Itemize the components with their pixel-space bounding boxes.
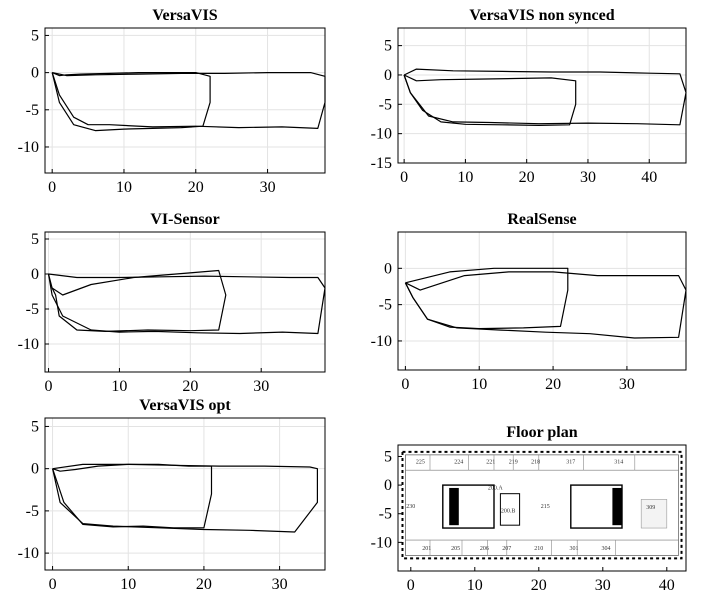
- room-label: 210: [534, 546, 543, 552]
- room-label: 219: [509, 459, 518, 465]
- panel-5: VersaVIS opt 0 10 20 30 5 0 -5 -10: [18, 397, 325, 593]
- y-tick-label: 0: [31, 65, 39, 82]
- x-tick-label: 40: [659, 577, 675, 594]
- y-tick-label: -10: [371, 126, 392, 143]
- plot-area: [398, 28, 686, 163]
- room-label: 200.A: [488, 486, 504, 492]
- room-label: 301: [570, 546, 579, 552]
- y-tick-label: -10: [18, 545, 39, 562]
- room-label: 314: [614, 459, 623, 465]
- x-tick-label: 10: [116, 179, 132, 196]
- panel-title: RealSense: [507, 211, 576, 228]
- y-tick-label: -15: [371, 155, 392, 172]
- x-tick-label: 0: [48, 179, 56, 196]
- x-tick-label: 10: [457, 169, 473, 186]
- panel-title: VI-Sensor: [150, 211, 219, 228]
- y-tick-label: 0: [384, 477, 392, 494]
- panel-6: Floor plan 225 224 221 219 218 317 314 230 215 309…: [371, 424, 686, 594]
- room-label: 221: [486, 459, 495, 465]
- room-label: 200.B: [501, 509, 516, 515]
- room-label: 218: [531, 459, 540, 465]
- y-tick-label: -10: [18, 336, 39, 353]
- plot-area: [45, 232, 325, 372]
- y-tick-label: -5: [26, 301, 39, 318]
- y-tick-label: 5: [31, 418, 39, 435]
- panel-3: VI-Sensor 0 10 20 30 5 0 -5 -10: [18, 211, 325, 395]
- room-label: 224: [454, 459, 463, 465]
- x-tick-label: 0: [49, 576, 57, 593]
- y-tick-label: 0: [384, 260, 392, 277]
- x-tick-label: 30: [619, 376, 635, 393]
- plot-area: [45, 28, 325, 173]
- room-label: 309: [646, 505, 655, 511]
- y-tick-label: -5: [26, 503, 39, 520]
- panel-4: RealSense 0 10 20 30 0 -5 -10: [371, 211, 686, 393]
- x-tick-label: 10: [471, 376, 487, 393]
- x-tick-label: 30: [253, 378, 269, 395]
- x-tick-label: 0: [45, 378, 53, 395]
- room-label: 304: [602, 546, 611, 552]
- room-label: 201: [422, 546, 431, 552]
- x-tick-label: 40: [641, 169, 657, 186]
- x-tick-label: 30: [260, 179, 276, 196]
- x-tick-label: 20: [545, 376, 561, 393]
- panel-title: Floor plan: [506, 424, 577, 441]
- x-tick-label: 20: [182, 378, 198, 395]
- room-label: 206: [480, 546, 489, 552]
- room-label: 230: [406, 504, 415, 510]
- x-tick-label: 20: [519, 169, 535, 186]
- y-tick-label: -5: [26, 102, 39, 119]
- y-tick-label: -5: [379, 96, 392, 113]
- y-tick-label: -5: [379, 297, 392, 314]
- y-tick-label: -10: [371, 333, 392, 350]
- y-tick-label: -10: [18, 139, 39, 156]
- x-tick-label: 30: [595, 577, 611, 594]
- x-tick-label: 10: [120, 576, 136, 593]
- plot-area: [398, 232, 686, 370]
- x-tick-label: 20: [196, 576, 212, 593]
- y-tick-label: -10: [371, 534, 392, 551]
- panel-title: VersaVIS: [152, 7, 217, 24]
- x-tick-label: 20: [188, 179, 204, 196]
- y-tick-label: 0: [384, 67, 392, 84]
- room-label: 215: [541, 504, 550, 510]
- panel-title: VersaVIS opt: [139, 397, 231, 414]
- panel-1: VersaVIS 0 10 20 30 5 0 -5 -10: [18, 7, 325, 196]
- y-tick-label: 5: [31, 27, 39, 44]
- room-label: 207: [502, 546, 511, 552]
- x-tick-label: 20: [531, 577, 547, 594]
- room-label: 225: [416, 459, 425, 465]
- x-tick-label: 0: [407, 577, 415, 594]
- panel-title: VersaVIS non synced: [469, 7, 614, 24]
- y-tick-label: -5: [379, 506, 392, 523]
- room-label: 317: [566, 459, 575, 465]
- x-tick-label: 30: [272, 576, 288, 593]
- x-tick-label: 0: [400, 169, 408, 186]
- y-tick-label: 0: [31, 461, 39, 478]
- x-tick-label: 10: [111, 378, 127, 395]
- plot-area: [45, 418, 325, 570]
- room-label: 205: [451, 546, 460, 552]
- y-tick-label: 0: [31, 266, 39, 283]
- x-tick-label: 30: [580, 169, 596, 186]
- y-tick-label: 5: [31, 231, 39, 248]
- y-tick-label: 5: [384, 38, 392, 55]
- y-tick-label: 5: [384, 448, 392, 465]
- x-tick-label: 10: [467, 577, 483, 594]
- x-tick-label: 0: [401, 376, 409, 393]
